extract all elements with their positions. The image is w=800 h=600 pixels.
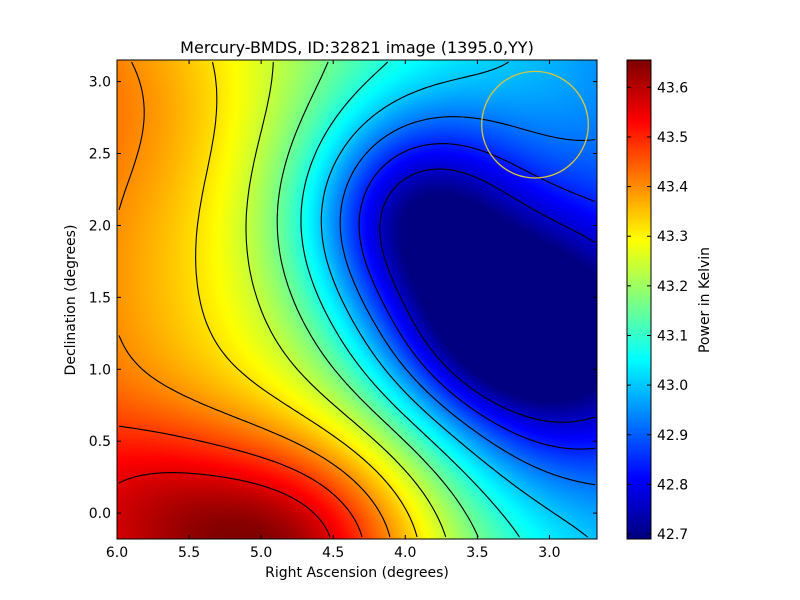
contour-line — [118, 472, 331, 538]
x-tick-label: 4.0 — [394, 545, 416, 561]
colorbar-ticks: 42.7 42.8 42.9 43.0 43.1 43.2 43.3 43.4 43.5 43.6 — [627, 80, 688, 543]
contour-line — [276, 61, 479, 538]
y-tick-label: 2.5 — [89, 146, 111, 162]
colorbar-tick-label: 43.6 — [657, 80, 688, 96]
contour-line — [320, 61, 589, 538]
y-tick-label: 0.0 — [89, 506, 111, 522]
heatmap-image — [117, 60, 597, 539]
colorbar-tick-label: 43.2 — [657, 279, 688, 295]
contour-line — [339, 116, 596, 486]
x-tick-label: 3.0 — [538, 545, 560, 561]
contour-line — [358, 143, 596, 450]
y-axis: 0.0 0.5 1.0 1.5 2.0 2.5 3.0 — [89, 75, 597, 522]
x-tick-label: 6.0 — [106, 545, 128, 561]
colorbar-gradient — [627, 60, 651, 539]
colorbar-tick-label: 43.1 — [657, 328, 688, 344]
contour-line — [300, 61, 520, 538]
y-tick-label: 3.0 — [89, 75, 111, 91]
colorbar-tick-label: 42.9 — [657, 428, 688, 444]
colorbar-tick-label: 43.4 — [657, 180, 688, 196]
x-tick-label: 5.0 — [250, 545, 272, 561]
colorbar-tick-label: 43.5 — [657, 130, 688, 146]
x-axis-label: Right Ascension (degrees) — [265, 565, 449, 581]
chart-title: Mercury-BMDS, ID:32821 image (1395.0,YY) — [180, 38, 534, 57]
colorbar-tick-label: 42.7 — [657, 527, 688, 543]
y-tick-label: 2.0 — [89, 218, 111, 234]
x-axis: 6.0 5.5 5.0 4.5 4.0 3.5 3.0 — [106, 60, 561, 561]
contour-lines — [118, 61, 596, 538]
colorbar-frame — [626, 59, 652, 540]
plot-frame — [116, 59, 598, 540]
colorbar-tick-label: 43.3 — [657, 229, 688, 245]
colorbar-tick-label: 43.0 — [657, 378, 688, 394]
colorbar: 42.7 42.8 42.9 43.0 43.1 43.2 43.3 43.4 43.5 43.6… — [626, 59, 713, 543]
y-tick-label: 1.0 — [89, 362, 111, 378]
colorbar-tick-label: 42.8 — [657, 477, 688, 493]
x-tick-label: 5.5 — [178, 545, 200, 561]
y-tick-label: 1.5 — [89, 290, 111, 306]
y-axis-label: Declination (degrees) — [63, 225, 79, 376]
contour-line — [379, 168, 596, 423]
contour-line — [118, 425, 363, 538]
beam-circle — [481, 70, 589, 179]
contour-line — [118, 61, 391, 538]
colorbar-label: Power in Kelvin — [697, 247, 713, 353]
contour-line — [245, 61, 447, 538]
contour-line — [195, 61, 418, 538]
x-tick-label: 4.5 — [322, 545, 344, 561]
plot-area — [116, 59, 598, 540]
x-tick-label: 3.5 — [466, 545, 488, 561]
y-tick-label: 0.5 — [89, 434, 111, 450]
